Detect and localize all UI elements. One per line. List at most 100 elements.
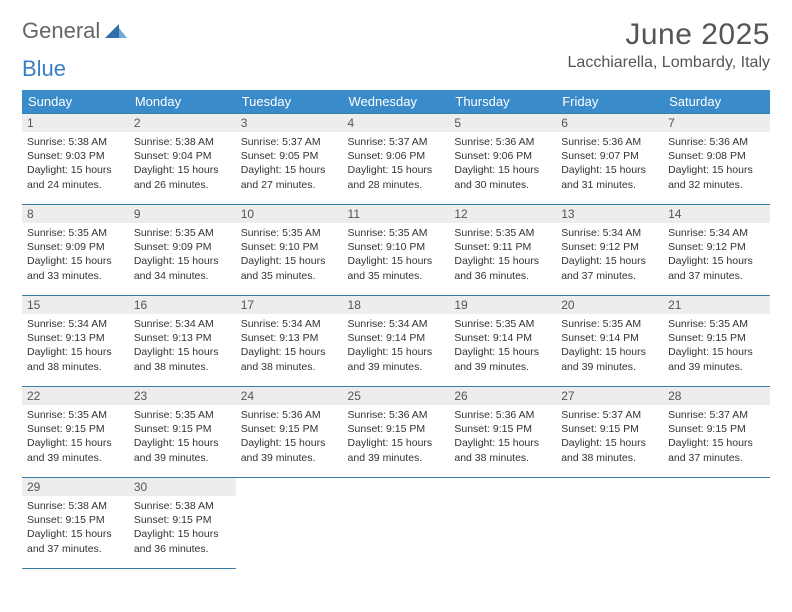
calendar-cell: 19Sunrise: 5:35 AMSunset: 9:14 PMDayligh… [449,296,556,387]
calendar-cell: 25Sunrise: 5:36 AMSunset: 9:15 PMDayligh… [343,387,450,478]
day-number: 23 [129,387,236,405]
calendar-cell: 21Sunrise: 5:35 AMSunset: 9:15 PMDayligh… [663,296,770,387]
day-detail: Sunrise: 5:35 AMSunset: 9:15 PMDaylight:… [129,405,236,468]
day-detail: Sunrise: 5:37 AMSunset: 9:15 PMDaylight:… [663,405,770,468]
day-number: 22 [22,387,129,405]
day-number: 11 [343,205,450,223]
day-detail: Sunrise: 5:38 AMSunset: 9:03 PMDaylight:… [22,132,129,195]
day-number: 6 [556,114,663,132]
day-detail: Sunrise: 5:34 AMSunset: 9:14 PMDaylight:… [343,314,450,377]
page-title: June 2025 [568,18,770,52]
calendar-cell: 8Sunrise: 5:35 AMSunset: 9:09 PMDaylight… [22,205,129,296]
calendar-cell: 22Sunrise: 5:35 AMSunset: 9:15 PMDayligh… [22,387,129,478]
weekday-header: Friday [556,90,663,114]
weekday-header: Saturday [663,90,770,114]
weekday-header: Sunday [22,90,129,114]
day-number: 27 [556,387,663,405]
day-number: 3 [236,114,343,132]
day-detail: Sunrise: 5:36 AMSunset: 9:06 PMDaylight:… [449,132,556,195]
calendar-cell [236,478,343,569]
calendar-cell: 5Sunrise: 5:36 AMSunset: 9:06 PMDaylight… [449,114,556,205]
day-number: 28 [663,387,770,405]
calendar-cell [449,478,556,569]
day-number: 1 [22,114,129,132]
weekday-header: Monday [129,90,236,114]
day-number: 19 [449,296,556,314]
day-number: 8 [22,205,129,223]
weekday-header: Wednesday [343,90,450,114]
day-detail: Sunrise: 5:36 AMSunset: 9:07 PMDaylight:… [556,132,663,195]
day-detail: Sunrise: 5:35 AMSunset: 9:14 PMDaylight:… [556,314,663,377]
day-number: 10 [236,205,343,223]
day-number: 2 [129,114,236,132]
calendar-cell: 23Sunrise: 5:35 AMSunset: 9:15 PMDayligh… [129,387,236,478]
calendar-cell: 28Sunrise: 5:37 AMSunset: 9:15 PMDayligh… [663,387,770,478]
calendar-cell: 24Sunrise: 5:36 AMSunset: 9:15 PMDayligh… [236,387,343,478]
day-number: 14 [663,205,770,223]
calendar-cell [663,478,770,569]
day-detail: Sunrise: 5:35 AMSunset: 9:09 PMDaylight:… [129,223,236,286]
calendar-cell: 20Sunrise: 5:35 AMSunset: 9:14 PMDayligh… [556,296,663,387]
day-number: 20 [556,296,663,314]
calendar-cell: 14Sunrise: 5:34 AMSunset: 9:12 PMDayligh… [663,205,770,296]
logo-text-2: Blue [22,56,66,81]
day-number: 24 [236,387,343,405]
day-detail: Sunrise: 5:35 AMSunset: 9:14 PMDaylight:… [449,314,556,377]
logo-text-1: General [22,18,100,44]
calendar-cell: 6Sunrise: 5:36 AMSunset: 9:07 PMDaylight… [556,114,663,205]
calendar-cell [556,478,663,569]
day-number: 12 [449,205,556,223]
day-number: 7 [663,114,770,132]
calendar-cell: 16Sunrise: 5:34 AMSunset: 9:13 PMDayligh… [129,296,236,387]
day-detail: Sunrise: 5:34 AMSunset: 9:12 PMDaylight:… [663,223,770,286]
weekday-header: Tuesday [236,90,343,114]
day-number: 18 [343,296,450,314]
day-detail: Sunrise: 5:36 AMSunset: 9:08 PMDaylight:… [663,132,770,195]
day-detail: Sunrise: 5:38 AMSunset: 9:04 PMDaylight:… [129,132,236,195]
day-detail: Sunrise: 5:38 AMSunset: 9:15 PMDaylight:… [22,496,129,559]
day-number: 9 [129,205,236,223]
day-number: 30 [129,478,236,496]
day-detail: Sunrise: 5:35 AMSunset: 9:15 PMDaylight:… [663,314,770,377]
day-number: 26 [449,387,556,405]
calendar-cell: 3Sunrise: 5:37 AMSunset: 9:05 PMDaylight… [236,114,343,205]
day-number: 4 [343,114,450,132]
day-detail: Sunrise: 5:36 AMSunset: 9:15 PMDaylight:… [449,405,556,468]
calendar-cell [343,478,450,569]
calendar-cell: 15Sunrise: 5:34 AMSunset: 9:13 PMDayligh… [22,296,129,387]
day-number: 17 [236,296,343,314]
day-detail: Sunrise: 5:37 AMSunset: 9:06 PMDaylight:… [343,132,450,195]
calendar-table: SundayMondayTuesdayWednesdayThursdayFrid… [22,90,770,569]
day-number: 29 [22,478,129,496]
day-detail: Sunrise: 5:34 AMSunset: 9:13 PMDaylight:… [22,314,129,377]
calendar-cell: 29Sunrise: 5:38 AMSunset: 9:15 PMDayligh… [22,478,129,569]
day-detail: Sunrise: 5:38 AMSunset: 9:15 PMDaylight:… [129,496,236,559]
day-detail: Sunrise: 5:35 AMSunset: 9:10 PMDaylight:… [236,223,343,286]
calendar-cell: 27Sunrise: 5:37 AMSunset: 9:15 PMDayligh… [556,387,663,478]
weekday-header: Thursday [449,90,556,114]
day-number: 25 [343,387,450,405]
calendar-cell: 12Sunrise: 5:35 AMSunset: 9:11 PMDayligh… [449,205,556,296]
calendar-cell: 11Sunrise: 5:35 AMSunset: 9:10 PMDayligh… [343,205,450,296]
day-number: 13 [556,205,663,223]
logo-triangle-icon [105,18,127,44]
day-detail: Sunrise: 5:34 AMSunset: 9:13 PMDaylight:… [236,314,343,377]
day-detail: Sunrise: 5:35 AMSunset: 9:15 PMDaylight:… [22,405,129,468]
day-number: 5 [449,114,556,132]
day-detail: Sunrise: 5:35 AMSunset: 9:09 PMDaylight:… [22,223,129,286]
calendar-cell: 7Sunrise: 5:36 AMSunset: 9:08 PMDaylight… [663,114,770,205]
day-detail: Sunrise: 5:34 AMSunset: 9:12 PMDaylight:… [556,223,663,286]
calendar-cell: 18Sunrise: 5:34 AMSunset: 9:14 PMDayligh… [343,296,450,387]
day-detail: Sunrise: 5:34 AMSunset: 9:13 PMDaylight:… [129,314,236,377]
day-detail: Sunrise: 5:35 AMSunset: 9:11 PMDaylight:… [449,223,556,286]
calendar-cell: 1Sunrise: 5:38 AMSunset: 9:03 PMDaylight… [22,114,129,205]
day-detail: Sunrise: 5:35 AMSunset: 9:10 PMDaylight:… [343,223,450,286]
day-detail: Sunrise: 5:36 AMSunset: 9:15 PMDaylight:… [236,405,343,468]
calendar-cell: 9Sunrise: 5:35 AMSunset: 9:09 PMDaylight… [129,205,236,296]
calendar-cell: 13Sunrise: 5:34 AMSunset: 9:12 PMDayligh… [556,205,663,296]
day-number: 21 [663,296,770,314]
calendar-cell: 26Sunrise: 5:36 AMSunset: 9:15 PMDayligh… [449,387,556,478]
day-number: 16 [129,296,236,314]
day-detail: Sunrise: 5:37 AMSunset: 9:15 PMDaylight:… [556,405,663,468]
calendar-cell: 10Sunrise: 5:35 AMSunset: 9:10 PMDayligh… [236,205,343,296]
